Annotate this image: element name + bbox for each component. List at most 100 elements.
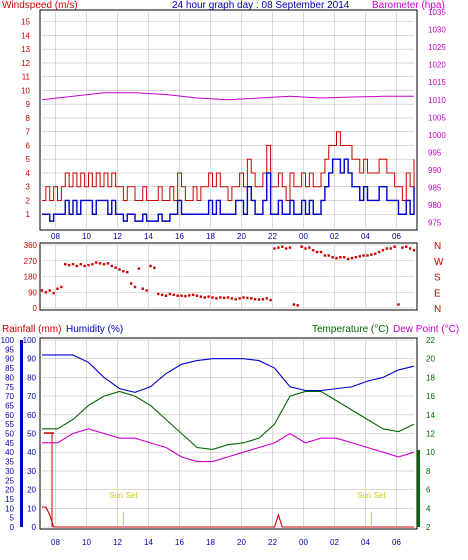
compass-tick-label: N [434, 241, 441, 252]
temperature-tick-label: 8 [426, 467, 431, 476]
direction-point [273, 247, 276, 250]
rainfall-tick-label: 100 [1, 336, 15, 345]
climate-x-tick-label: 16 [175, 538, 184, 547]
direction-point [296, 304, 299, 307]
direction-point [288, 246, 292, 249]
barometer-tick-label: 1035 [428, 8, 446, 17]
direction-point [44, 291, 48, 294]
climate-x-tick-label: 18 [206, 538, 215, 547]
temperature-tick-label: 2 [426, 523, 431, 532]
climate-x-tick-label: 22 [268, 538, 277, 547]
climate-x-tick-label: 00 [299, 538, 308, 547]
compass-tick-label: S [434, 273, 441, 284]
direction-panel-frame [39, 242, 418, 311]
humidity-tick-label: 10 [27, 504, 36, 513]
direction-point [172, 293, 175, 297]
rainfall-axis-title: Rainfall (mm) [2, 324, 61, 335]
direction-point [408, 247, 412, 250]
direction-point [377, 250, 381, 254]
direction-point [362, 254, 365, 257]
wind-axis-title: Windspeed (m/s) [2, 0, 78, 11]
barometer-tick-label: 1010 [428, 96, 446, 105]
wind_avg-series-line [42, 158, 415, 222]
barometer-tick-label: 1005 [428, 113, 446, 122]
humidity-axis-title: Humidity (%) [66, 324, 123, 335]
temperature-tick-label: 22 [426, 336, 435, 345]
direction-point [56, 287, 59, 290]
rainfall-tick-label: 20 [5, 486, 14, 495]
direction-point [118, 268, 121, 271]
direction-point [219, 296, 222, 299]
direction-point [71, 263, 75, 266]
wind-tick-label: 14 [21, 31, 30, 40]
direction-point [277, 246, 280, 249]
rainfall-tick-label: 65 [5, 401, 14, 410]
rainfall-tick-label: 85 [5, 364, 14, 373]
direction-point [381, 249, 385, 252]
direction-point [67, 263, 71, 267]
direction-point [250, 297, 253, 300]
rainfall-tick-label: 35 [5, 458, 14, 467]
wind_gust-series-line [42, 131, 415, 201]
humidity-tick-label: 70 [27, 392, 36, 401]
climate-x-tick-label: 12 [113, 538, 122, 547]
direction-point [83, 264, 86, 268]
direction-point [145, 289, 148, 292]
temperature-axis-title: Temperature (°C) [312, 324, 389, 335]
direction-point [308, 246, 311, 249]
direction-point [242, 296, 245, 299]
direction-tick-label: 360 [24, 241, 38, 250]
direction-point [319, 250, 323, 254]
rainfall-tick-label: 60 [5, 411, 14, 420]
direction-point [246, 296, 249, 300]
barometer-tick-label: 1025 [428, 43, 446, 52]
direction-point [385, 247, 389, 250]
wind-tick-label: 4 [26, 169, 31, 178]
direction-point [300, 245, 303, 248]
direction-point [284, 247, 288, 250]
direction-point [366, 254, 369, 257]
climate-x-tick-label: 14 [144, 538, 153, 547]
direction-tick-label: 270 [24, 257, 38, 266]
rainfall-tick-label: 5 [10, 514, 15, 523]
humidity-tick-label: 90 [27, 355, 36, 364]
wind-tick-label: 5 [26, 155, 31, 164]
direction-point [164, 294, 168, 297]
wind-x-tick-label: 12 [113, 232, 122, 241]
direction-point [370, 253, 373, 256]
direction-point [389, 247, 392, 250]
temperature-axis-bar [417, 450, 420, 527]
direction-point [374, 252, 377, 255]
temperature-series-line [42, 390, 415, 450]
direction-point [64, 263, 67, 266]
direction-point [397, 303, 400, 306]
direction-point [222, 296, 226, 300]
humidity-tick-label: 60 [27, 411, 36, 420]
wind-tick-label: 12 [21, 59, 30, 68]
direction-point [292, 303, 296, 306]
direction-point [412, 249, 416, 252]
rainfall-tick-label: 50 [5, 430, 14, 439]
humidity-tick-label: 30 [27, 467, 36, 476]
direction-point [79, 263, 82, 266]
direction-point [215, 297, 218, 300]
rainfall-tick-label: 30 [5, 467, 14, 476]
humidity-tick-label: 50 [27, 430, 36, 439]
wind-x-tick-label: 18 [206, 232, 215, 241]
wind-x-tick-label: 10 [82, 232, 91, 241]
direction-point [199, 295, 203, 298]
direction-point [141, 287, 144, 290]
direction-point [52, 291, 55, 295]
wind-x-tick-label: 00 [299, 232, 308, 241]
barometer-tick-label: 980 [428, 201, 442, 210]
direction-point [176, 294, 179, 297]
rainfall-tick-label: 10 [5, 504, 14, 513]
direction-point [195, 294, 199, 297]
direction-point [211, 296, 214, 299]
barometer-tick-label: 990 [428, 166, 442, 175]
wind-x-tick-label: 20 [237, 232, 246, 241]
barometer-tick-label: 1000 [428, 131, 446, 140]
direction-point [265, 297, 268, 300]
humidity-series-line [42, 354, 415, 393]
